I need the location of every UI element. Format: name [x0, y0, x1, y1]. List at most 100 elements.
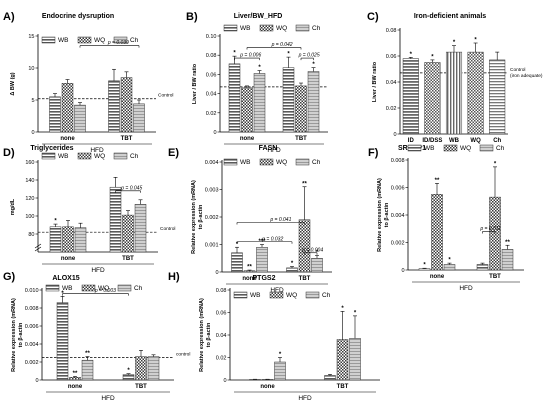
y-tick-label: 5	[31, 98, 34, 104]
y-tick-label: 0.06	[216, 311, 227, 317]
bar-id-dss	[424, 62, 441, 135]
bar-ch-tbt	[311, 258, 323, 273]
y-axis-label: Relative expression (mRNA)to β-actin	[191, 180, 204, 254]
y-tick-label: 0	[31, 130, 34, 136]
bar-wq-tbt	[122, 214, 134, 253]
bar-ch-tbt	[307, 71, 320, 133]
y-tick-label: 0.006	[25, 324, 39, 330]
panel-c: C) Iron-deficient animals 0 0.02 0.04 0.06 0.0…	[367, 11, 543, 144]
y-tick-label: 0.06	[206, 72, 217, 78]
legend-swatch-wq	[81, 284, 96, 292]
panel-label: G)	[3, 271, 16, 283]
bar-ch-tbt	[501, 249, 514, 271]
y-tick-label: 160	[25, 160, 34, 166]
legend-swatch-wb	[41, 152, 56, 160]
bar-wb-none	[49, 226, 62, 253]
axis-break-mark	[34, 246, 42, 252]
bar-wq-tbt	[120, 77, 133, 133]
y-axis-label: mg/dL	[10, 198, 16, 215]
bar-wq-tbt	[298, 219, 311, 273]
p-value-label: p = 0.032	[261, 236, 283, 242]
bar-ch-none	[256, 247, 268, 273]
group-label-tbt: TBT	[122, 256, 134, 262]
significance-star: *	[494, 161, 497, 167]
legend-swatch-wb	[223, 158, 238, 166]
significance-star: **	[302, 181, 307, 187]
legend-swatch-ch	[117, 284, 132, 292]
panel-label: D)	[3, 147, 15, 159]
bar-wb-tbt	[109, 186, 122, 253]
panel-label: E)	[168, 147, 179, 159]
significance-star: *	[279, 352, 282, 358]
p-value-label: p = 0.003	[94, 288, 116, 294]
y-tick-label: 0	[35, 378, 38, 384]
significance-star: **	[85, 351, 90, 357]
p-value-label: p = 0.025	[298, 53, 320, 59]
panel-title: Triglycerides	[30, 145, 73, 152]
significance-star: *	[287, 52, 290, 58]
group-label-none: none	[60, 136, 75, 142]
y-axis-label-line: to β-actin	[18, 322, 24, 347]
legend-label-wb: WB	[240, 25, 250, 32]
panel-title: FASN	[259, 145, 278, 152]
bar-wb-tbt	[476, 264, 489, 271]
bar-wb-none	[228, 63, 241, 133]
bar-id	[402, 58, 419, 135]
bar-wq-none	[431, 194, 443, 271]
group-label-tbt: TBT	[121, 136, 133, 142]
y-tick-label: 0.003	[205, 188, 219, 194]
legend-swatch-wq	[77, 152, 92, 160]
y-tick-label: 0.008	[25, 306, 39, 312]
y-tick-label: 0.04	[216, 333, 227, 339]
group-label-none: none	[240, 136, 255, 142]
significance-star: *	[341, 306, 344, 312]
bar-wb-tbt	[108, 80, 120, 133]
bar-wq-none	[61, 83, 74, 133]
bar-wb-none	[231, 252, 243, 273]
bar-ch-none	[74, 104, 86, 133]
y-tick-label: 0.004	[391, 213, 405, 219]
y-tick-label: 0	[393, 132, 396, 138]
legend-label-wq: WQ	[286, 292, 297, 299]
panel-b: B) Liver/BW_HFD 0 0.02 0.04 0.06 0.08 0.10 Liver…	[186, 11, 328, 154]
bar-wq-tbt	[336, 339, 349, 381]
y-tick-label: 0.008	[391, 158, 405, 164]
group-label-tbt: TBT	[135, 384, 147, 390]
bar-wb-none	[49, 96, 61, 133]
legend-label-wb: WB	[58, 37, 68, 44]
group-label-tbt: TBT	[337, 384, 349, 390]
reference-label: Control	[510, 67, 525, 73]
category-label: ID/DSS	[422, 138, 442, 144]
panel-label: H)	[168, 271, 180, 283]
legend-label-wq: WQ	[460, 145, 471, 152]
significance-star: *	[258, 65, 261, 71]
legend-swatch-wb	[233, 291, 248, 299]
y-axis-label-line: Relative expression (mRNA)	[377, 178, 383, 252]
y-tick-label: 0.04	[206, 92, 217, 98]
panel-title: Liver/BW_HFD	[234, 13, 283, 20]
y-tick-label: 10	[28, 66, 34, 72]
y-tick-label: 0.002	[25, 360, 39, 366]
significance-star: *	[236, 242, 239, 248]
y-tick-label: 0.010	[25, 288, 39, 294]
y-tick-label: 0.08	[216, 288, 227, 294]
significance-star: *	[431, 54, 434, 60]
y-tick-label: 140	[25, 178, 34, 184]
legend-label-ch: Ch	[134, 285, 143, 292]
bar-wq-none	[69, 377, 81, 381]
legend-swatch-ch	[295, 158, 310, 166]
y-tick-label: 0.004	[25, 342, 39, 348]
p-value-label: p = 0.011	[479, 226, 501, 232]
y-tick-label: 0.06	[386, 54, 397, 60]
bar-wq-none	[243, 270, 256, 273]
legend-swatch-wq	[443, 144, 458, 152]
legend-label-wq: WQ	[98, 285, 109, 292]
y-axis-label-line: Relative expression (mRNA)	[11, 298, 17, 372]
y-tick-label: 0.02	[386, 106, 397, 112]
group-bracket-label: HFD	[90, 147, 104, 154]
panel-title: PTGS2	[253, 275, 276, 282]
bar-ch-tbt	[134, 204, 147, 253]
bar-wq-tbt	[489, 196, 501, 271]
group-label-tbt: TBT	[295, 136, 307, 142]
